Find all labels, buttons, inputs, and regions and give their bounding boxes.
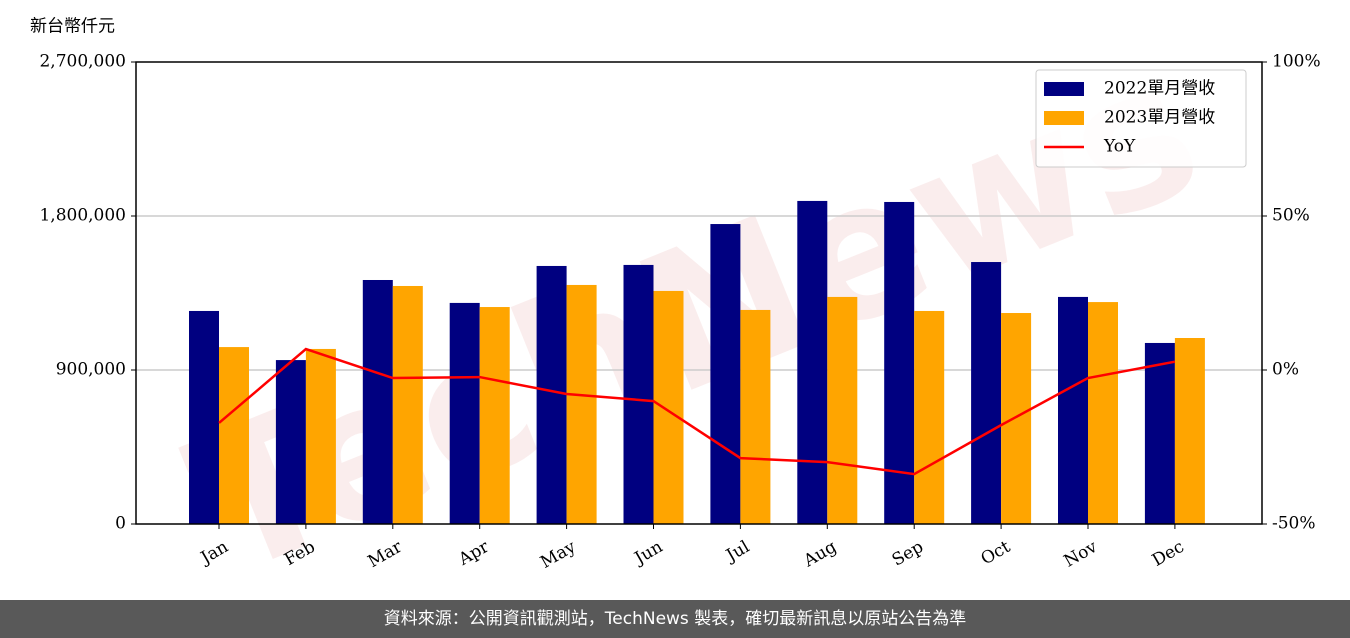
bar [189, 310, 219, 524]
bar [275, 360, 306, 524]
bar [740, 309, 771, 524]
y2-tick-label: -50% [1272, 514, 1316, 534]
x-tick-label: May [537, 537, 580, 573]
y2-tick-label: 50% [1272, 206, 1310, 226]
bar [827, 296, 858, 524]
bar [914, 310, 945, 524]
bar [971, 262, 1002, 524]
footer: 資料來源：公開資訊觀測站，TechNews 製表，確切最新訊息以原站公告為準 [0, 600, 1350, 638]
x-tick-label: Jun [630, 537, 667, 570]
bar [1058, 296, 1088, 524]
y2-tick-label: 100% [1272, 52, 1321, 72]
chart: 新台幣仟元 TechNews 0900,0001,800,0002,700,00… [30, 17, 1321, 619]
bar [797, 200, 828, 525]
bar [1001, 313, 1032, 524]
bar [219, 347, 249, 524]
bar [623, 264, 654, 524]
bar [884, 201, 915, 525]
x-tick-label: Apr [454, 536, 493, 570]
x-tick-label: Nov [1061, 537, 1101, 572]
bar [1088, 302, 1118, 524]
bar [479, 307, 510, 524]
bar [566, 284, 597, 524]
plot-frame [135, 61, 1263, 525]
legend-swatch [1044, 82, 1084, 96]
legend-swatch [1044, 111, 1084, 125]
bar [305, 348, 336, 524]
legend-label: YoY [1103, 137, 1136, 157]
bar [392, 285, 423, 524]
y-tick-label: 1,800,000 [39, 206, 126, 226]
bar [710, 224, 741, 524]
x-tick-label: Sep [889, 537, 927, 571]
bar [536, 265, 567, 524]
x-tick-label: Jul [721, 537, 753, 567]
page: {"chart_data":{"type":"bar-line","y_labe… [0, 16, 1350, 638]
y-tick-label: 0 [115, 514, 126, 534]
y-tick-label: 2,700,000 [39, 52, 126, 72]
bar [362, 279, 393, 524]
y-tick-label: 900,000 [56, 360, 126, 380]
bar [653, 290, 684, 524]
bar [1174, 338, 1205, 524]
y2-tick-label: 0% [1272, 360, 1299, 380]
legend-label: 2023單月營收 [1104, 108, 1215, 128]
legend-box [1035, 69, 1247, 168]
y-axis-label: 新台幣仟元 [30, 17, 115, 37]
x-tick-label: Oct [978, 537, 1014, 570]
line [218, 347, 1176, 476]
bar [449, 302, 480, 524]
legend-label: 2022單月營收 [1104, 79, 1215, 99]
x-tick-label: Dec [1149, 537, 1188, 571]
bar [1144, 342, 1175, 524]
x-tick-label: Aug [800, 537, 841, 572]
